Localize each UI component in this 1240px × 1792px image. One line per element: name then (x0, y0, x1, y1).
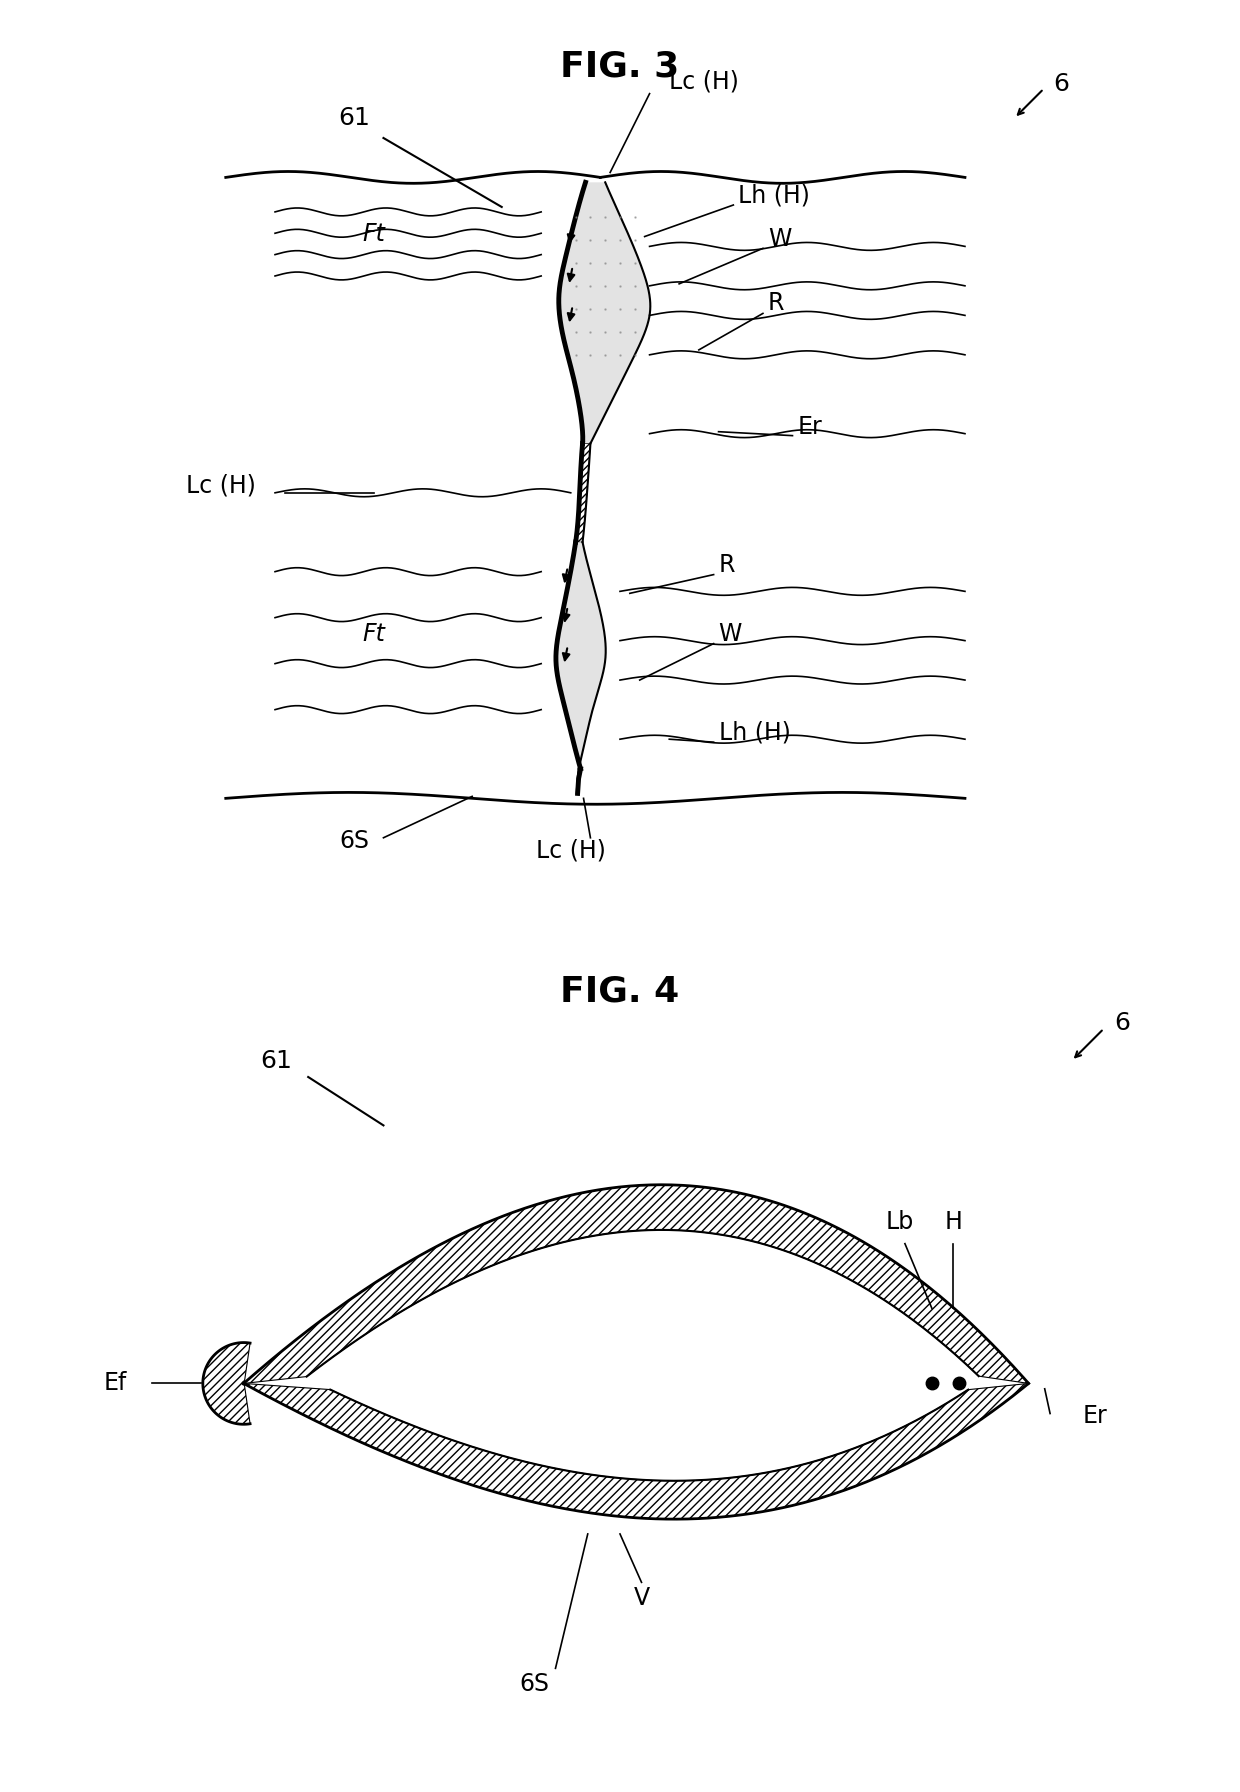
Text: 6: 6 (1115, 1011, 1131, 1036)
Polygon shape (556, 541, 605, 769)
Text: R: R (718, 552, 735, 577)
Text: Ft: Ft (362, 222, 386, 247)
Text: W: W (718, 622, 742, 645)
Text: 6: 6 (1054, 72, 1070, 95)
Text: Lb: Lb (885, 1210, 914, 1235)
Text: Lh (H): Lh (H) (738, 183, 810, 208)
Text: V: V (634, 1586, 650, 1611)
Polygon shape (244, 1185, 1028, 1383)
Text: FIG. 4: FIG. 4 (560, 975, 680, 1009)
Polygon shape (244, 1383, 1028, 1520)
Text: Lh (H): Lh (H) (718, 720, 790, 744)
Text: W: W (768, 228, 791, 251)
Text: 6S: 6S (520, 1672, 549, 1697)
Text: FIG. 3: FIG. 3 (560, 48, 680, 82)
Text: H: H (945, 1210, 962, 1235)
Text: 61: 61 (339, 106, 370, 131)
Text: Ef: Ef (104, 1371, 128, 1396)
Text: R: R (768, 292, 785, 315)
Polygon shape (203, 1342, 250, 1425)
Text: Lc (H): Lc (H) (186, 473, 257, 498)
Text: 6S: 6S (339, 828, 368, 853)
Text: Ft: Ft (362, 622, 386, 645)
Text: Lc (H): Lc (H) (536, 839, 605, 862)
Text: Er: Er (1083, 1403, 1107, 1428)
Polygon shape (559, 183, 650, 444)
Text: 61: 61 (260, 1048, 291, 1073)
Text: Er: Er (797, 414, 822, 439)
Text: Lc (H): Lc (H) (670, 70, 739, 93)
